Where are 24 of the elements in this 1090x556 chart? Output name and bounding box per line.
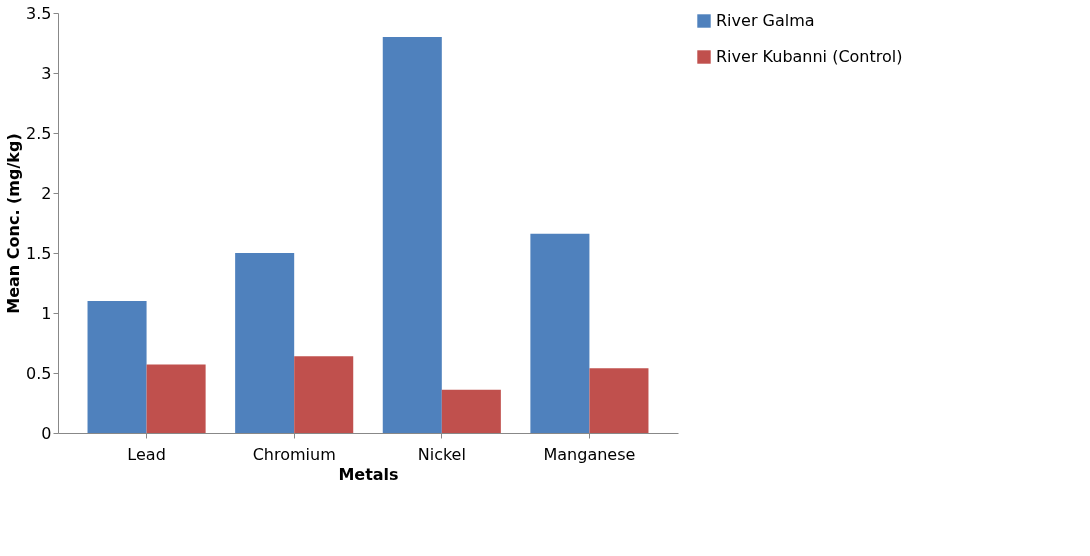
y-tick-label: 0 [41, 423, 52, 443]
y-tick-label: 1.5 [26, 243, 52, 263]
y-tick-label: 1 [41, 303, 52, 323]
y-axis-title: Mean Conc. (mg/kg) [4, 133, 24, 314]
legend-label: River Galma [716, 11, 815, 30]
x-tick-label: Lead [127, 444, 166, 464]
bar [382, 37, 442, 433]
y-tick-label: 2.5 [26, 123, 52, 143]
bar [589, 368, 649, 433]
x-tick-label: Chromium [252, 444, 336, 464]
y-tick-label: 0.5 [26, 363, 52, 383]
bar [294, 356, 354, 433]
bar [441, 389, 501, 433]
bar [530, 233, 590, 433]
x-axis-title: Metals [338, 464, 399, 484]
x-tick-label: Nickel [417, 444, 466, 464]
bar [235, 253, 295, 433]
y-tick-label: 2 [41, 183, 52, 203]
bar [146, 364, 206, 433]
x-tick-label: Manganese [543, 444, 636, 464]
y-tick-label: 3.5 [26, 3, 52, 23]
bar [87, 301, 147, 433]
legend-label: River Kubanni (Control) [716, 47, 903, 66]
y-tick-label: 3 [41, 63, 52, 83]
